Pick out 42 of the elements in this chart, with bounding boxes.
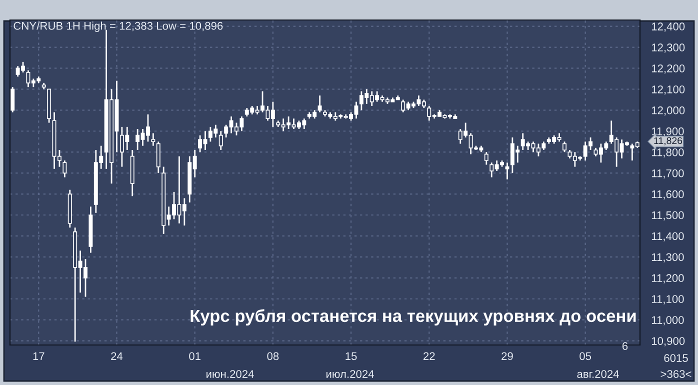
y-tick-label: 10,900 bbox=[652, 337, 685, 346]
x-tick-label: 17 bbox=[33, 352, 44, 360]
text: 6015 bbox=[664, 354, 688, 362]
y-tick-label: 11,900 bbox=[652, 127, 684, 137]
y-tick-label: 12,000 bbox=[652, 106, 685, 116]
y-tick-label: 12,400 bbox=[652, 22, 685, 32]
candlestick bbox=[10, 86, 15, 113]
y-tick-label: 11,600 bbox=[652, 190, 684, 200]
candlestick bbox=[156, 140, 160, 174]
annotation: 6 bbox=[622, 342, 628, 350]
text: авг.2024 bbox=[577, 370, 619, 378]
y-tick-label: 12,300 bbox=[652, 44, 685, 53]
x-tick-label: 29 bbox=[502, 352, 513, 360]
y-tick-label: 12,100 bbox=[652, 85, 685, 95]
x-tick-label: 05 bbox=[580, 352, 592, 360]
y-tick-label: 11,000 bbox=[652, 316, 684, 326]
x-tick-label: 22 bbox=[424, 352, 435, 360]
candlestick bbox=[562, 140, 566, 153]
x-tick-label: 01 bbox=[189, 352, 200, 360]
y-tick-label: 11,700 bbox=[652, 169, 684, 179]
text: Курс рубля останется на текущих уровнях до осени bbox=[190, 309, 636, 326]
x-tick-label: 08 bbox=[267, 352, 279, 360]
x-tick-label: 24 bbox=[111, 352, 123, 360]
y-tick-label: 11,100 bbox=[652, 295, 684, 304]
candlestick bbox=[484, 151, 488, 166]
text: июл.2024 bbox=[326, 370, 374, 378]
candlestick bbox=[62, 160, 67, 178]
text: 11,826 bbox=[654, 137, 682, 146]
y-tick-label: 11,500 bbox=[652, 211, 684, 220]
candlestick bbox=[318, 94, 322, 113]
x-tick-label: 15 bbox=[346, 352, 357, 360]
chart-title: CNY/RUB 1H High = 12,383 Low = 10,896 bbox=[14, 22, 223, 32]
candlestick bbox=[218, 130, 223, 151]
y-tick-label: 11,400 bbox=[652, 232, 684, 242]
y-tick-label: 11,200 bbox=[652, 274, 684, 284]
y-tick-label: 12,200 bbox=[652, 64, 685, 74]
candlestick bbox=[151, 132, 156, 146]
y-tick-label: 11,800 bbox=[652, 148, 684, 158]
candlestick bbox=[505, 162, 510, 180]
text: >363< bbox=[660, 370, 692, 378]
y-tick-label: 11,300 bbox=[652, 253, 684, 262]
text: июн.2024 bbox=[206, 370, 254, 378]
